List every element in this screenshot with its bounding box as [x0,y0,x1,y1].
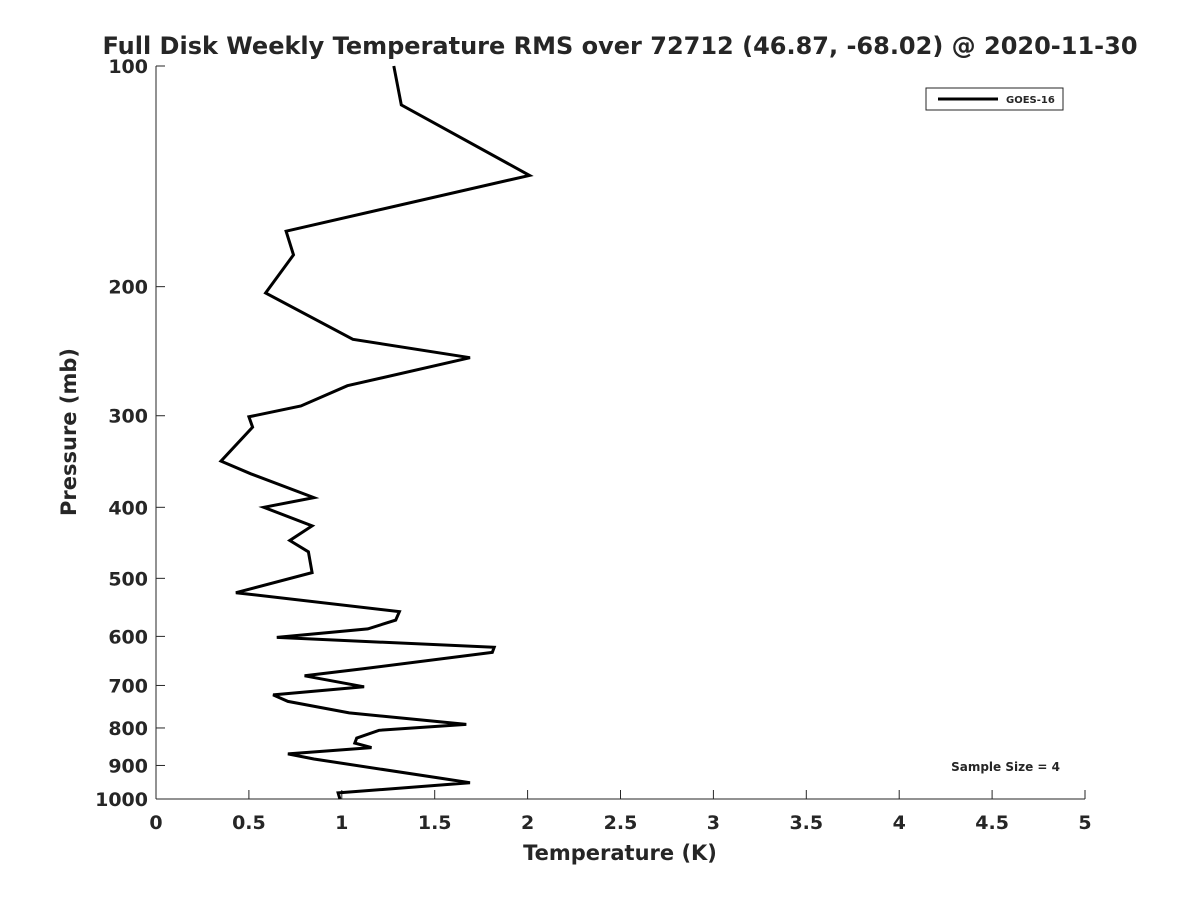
y-tick-label: 100 [108,56,148,78]
y-tick-label: 1000 [95,789,148,811]
x-tick-label: 0 [149,812,162,834]
sample-size-annotation: Sample Size = 4 [951,760,1060,774]
plot-area: 0 0.5 1 1.5 2 2.5 3 3.5 4 4.5 5 100 200 300 400 500 600 7… [95,56,1092,834]
x-tick-label: 1 [335,812,348,834]
legend-label-goes16: GOES-16 [1006,95,1055,106]
y-tick-label: 700 [108,675,148,697]
x-axis-label: Temperature (K) [523,841,717,865]
legend: GOES-16 [925,87,1064,111]
x-tick-label: 4 [893,812,906,834]
y-tick-label: 200 [108,277,148,299]
y-tick-label: 300 [108,406,148,428]
y-axis-label: Pressure (mb) [57,348,81,516]
x-tick-label: 1.5 [418,812,452,834]
series-line-goes16 [218,65,534,800]
x-tick-label: 3 [707,812,720,834]
y-tick-label: 900 [108,755,148,777]
chart-title: Full Disk Weekly Temperature RMS over 72… [102,32,1137,60]
y-tick-label: 400 [108,497,148,519]
x-tick-label: 4.5 [975,812,1009,834]
y-tick-label: 800 [108,718,148,740]
x-tick-label: 2.5 [604,812,638,834]
x-tick-label: 3.5 [789,812,823,834]
x-tick-label: 5 [1078,812,1091,834]
x-tick-label: 2 [521,812,534,834]
x-tick-label: 0.5 [232,812,266,834]
y-tick-label: 500 [108,568,148,590]
y-tick-label: 600 [108,626,148,648]
